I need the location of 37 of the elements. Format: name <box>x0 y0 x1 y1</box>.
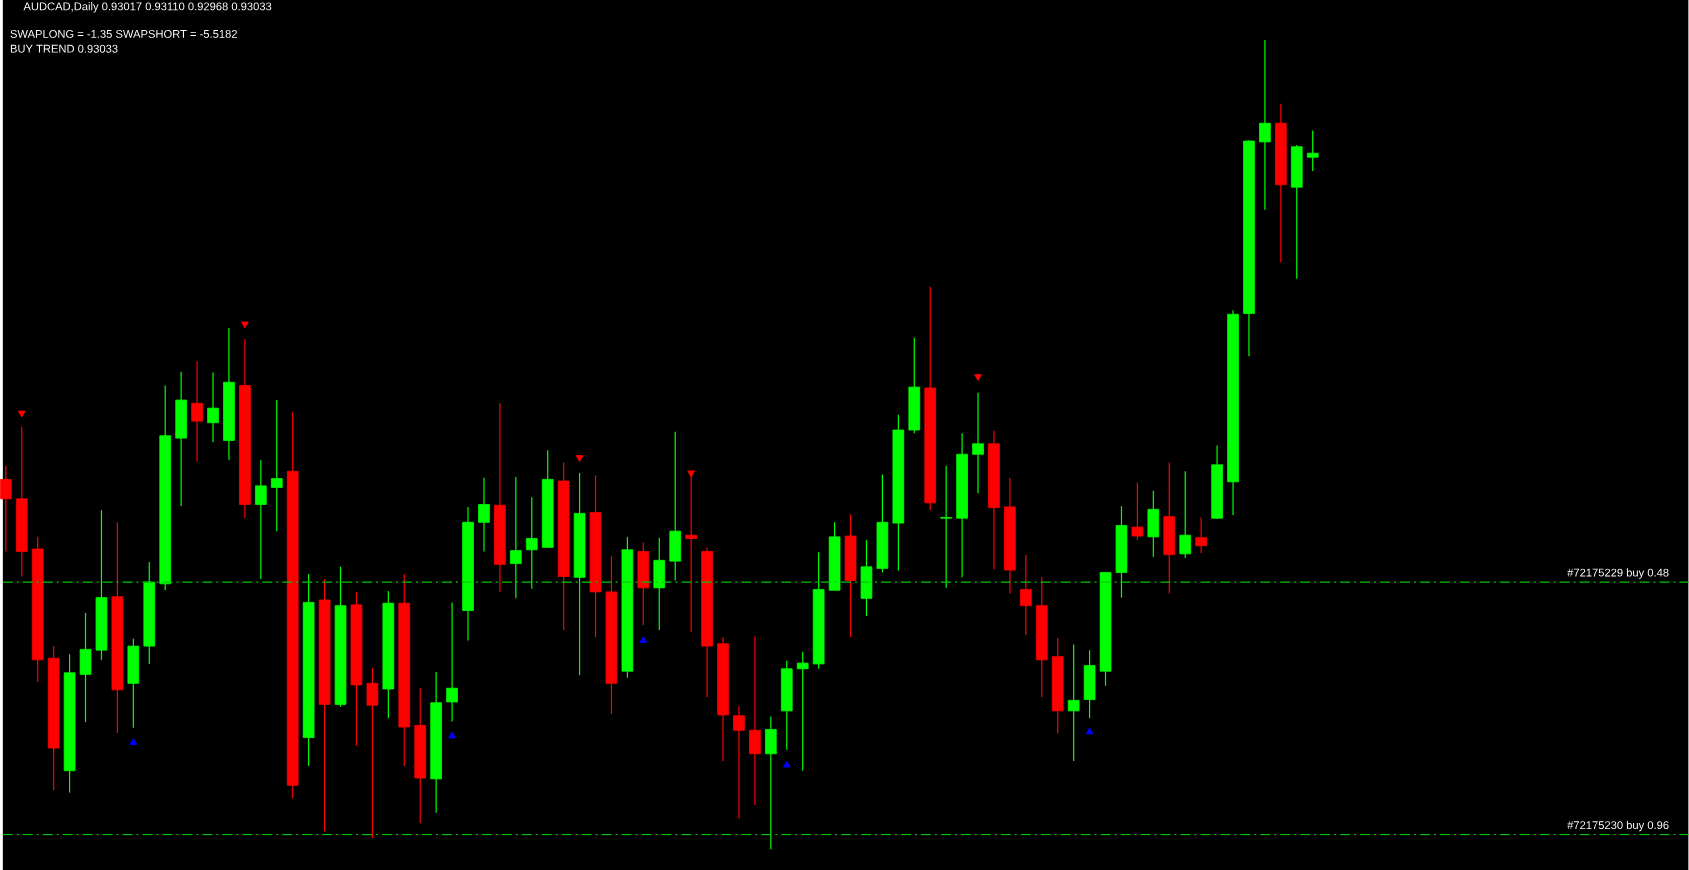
candlestick <box>478 477 490 552</box>
candlestick <box>1131 481 1144 541</box>
candlestick <box>1195 516 1207 554</box>
candlestick <box>1067 643 1080 762</box>
candlestick <box>1259 39 1271 211</box>
point <box>1085 727 1094 735</box>
point <box>782 760 791 768</box>
candlestick <box>446 601 458 722</box>
candlestick <box>1179 470 1192 559</box>
point <box>575 455 584 462</box>
candlestick <box>1020 553 1032 636</box>
candlestick <box>270 399 283 532</box>
point <box>241 321 249 329</box>
point <box>448 731 456 739</box>
candlestick <box>366 667 379 839</box>
candlestick <box>796 651 809 772</box>
candlestick <box>972 392 984 494</box>
candlestick <box>0 464 12 552</box>
candlestick <box>510 476 522 599</box>
candlestick <box>255 459 267 580</box>
annotation: BUY TREND 0.93033 <box>10 44 118 53</box>
candlestick <box>207 371 219 443</box>
point <box>687 470 696 478</box>
point <box>17 410 26 418</box>
ref-line-label: #72175229 buy 0.48 <box>1567 568 1669 579</box>
candlestick <box>191 360 203 463</box>
point <box>129 737 138 745</box>
candlestick <box>525 496 538 590</box>
point <box>974 374 982 381</box>
ref-line-label: #72175230 buy 0.96 <box>1567 820 1669 832</box>
candlestick <box>1306 129 1319 172</box>
candlestick <box>733 705 745 819</box>
candlestick <box>940 464 952 589</box>
text: SWAPLONG = -1.35 SWAPSHORT = -5.5182 <box>10 29 237 38</box>
chart-title: AUDCAD,Daily 0.93017 0.93110 0.92968 0.93033 <box>23 2 272 13</box>
candlestick <box>749 635 761 806</box>
point <box>639 635 648 643</box>
